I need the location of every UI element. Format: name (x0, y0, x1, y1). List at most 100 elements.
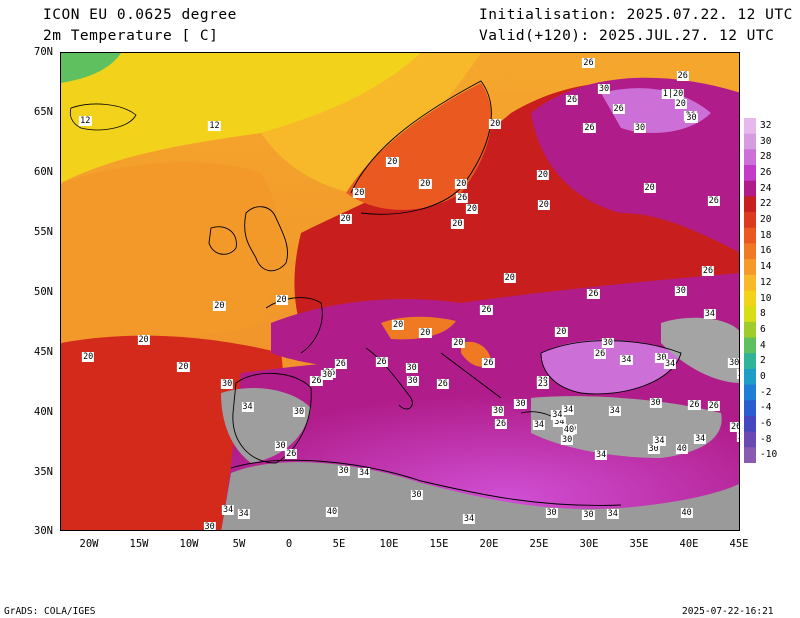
lon-label: 20W (79, 538, 99, 550)
contour-label: 20 (339, 214, 352, 225)
colorbar-swatch (744, 384, 756, 401)
contour-label: 20 (419, 178, 432, 189)
contour-label: 12 (208, 121, 221, 132)
contour-label: 26 (436, 378, 449, 389)
colorbar-label: 16 (760, 245, 772, 257)
lon-label: 15W (129, 538, 149, 550)
contour-label: 30 (203, 522, 216, 531)
contour-label: 26 (480, 305, 493, 316)
colorbar-label: -2 (760, 386, 772, 398)
contour-label: 30 (582, 510, 595, 521)
colorbar-swatch (744, 415, 756, 433)
colorbar-label: -6 (760, 417, 772, 429)
contour-label: 12 (79, 116, 92, 127)
contour-label: 30 (220, 378, 234, 389)
colorbar-label: 12 (760, 276, 772, 288)
colorbar-swatch (744, 337, 756, 354)
valid-time: Valid(+120): 2025.JUL.27. 12 UTC (479, 28, 775, 44)
contour-label: 34 (553, 416, 566, 427)
contour-label: 30 (633, 123, 647, 134)
colorbar-swatch (744, 165, 756, 182)
contour-label: 34 (620, 354, 633, 365)
contour-label: 34 (237, 509, 250, 520)
contour-label: 30 (736, 432, 739, 443)
lon-label: 35E (629, 538, 649, 550)
contour-label: 34 (357, 468, 371, 479)
contour-label: 30 (647, 444, 660, 455)
colorbar-swatch (744, 306, 756, 323)
contour-label: 20 (489, 118, 502, 129)
scandinavia-orange (346, 83, 492, 210)
colorbar-swatch (744, 259, 756, 276)
contour-label: 20 (451, 219, 464, 230)
contour-label: 20 (419, 328, 432, 339)
kola-pink (601, 88, 711, 133)
colorbar-label: 0 (760, 370, 766, 382)
contour-label: 23 (536, 378, 549, 389)
colorbar-label: 10 (760, 292, 772, 304)
colorbar-swatch (744, 212, 756, 229)
lat-label: 60N (34, 166, 53, 178)
contour-label: 26 (582, 57, 595, 68)
colorbar-swatch (744, 274, 756, 291)
colorbar-label: 2 (760, 355, 766, 367)
contour-label: 20 (452, 337, 465, 348)
contour-label: 26 (334, 359, 347, 370)
coastlines (208, 80, 682, 506)
lon-label: 30E (579, 538, 599, 550)
colorbar-swatch (744, 290, 756, 307)
contour-label: 20 (455, 178, 468, 189)
contour-label: 20 (177, 361, 190, 372)
lon-label: 5W (232, 538, 246, 550)
contour-label: 30 (685, 112, 698, 123)
lon-label: 20E (479, 538, 499, 550)
contour-label: 30 (405, 362, 418, 373)
atlantic-orange (61, 162, 280, 343)
contour-label: 30 (649, 397, 662, 408)
contour-label: 26 (707, 196, 720, 207)
contour-label: 26 (456, 192, 469, 203)
contour-label: 20 (536, 170, 549, 181)
colorbar-label: 26 (760, 167, 772, 179)
colorbar-swatch (744, 118, 756, 135)
anatolia-grey (531, 396, 722, 458)
contour-label: 30 (674, 286, 687, 297)
lon-label: 5E (332, 538, 346, 550)
contour-label: 34 (241, 402, 254, 413)
contour-label: 30 (545, 507, 558, 518)
contour-label: 20 (82, 352, 95, 363)
grads-credit: GrADS: COLA/IGES (4, 606, 96, 617)
contour-label: 30 (597, 83, 611, 94)
contour-label: 20 (386, 156, 399, 167)
contour-label: 34 (532, 420, 546, 431)
lat-label: 55N (34, 226, 53, 238)
contour-label: 26 (565, 94, 579, 105)
contour-label: 26 (375, 356, 388, 367)
lon-label: 15E (429, 538, 449, 550)
black-sea (541, 339, 681, 394)
contour-label: 34 (561, 404, 575, 415)
contour-label: 34 (736, 368, 739, 379)
contour-label: 20 (537, 200, 550, 211)
contour-label: 30 (274, 440, 287, 451)
contour-label: 26 (707, 401, 720, 412)
arctic-yellow-zone (61, 53, 421, 183)
colorbar-label: 18 (760, 229, 772, 241)
colorbar (744, 118, 756, 463)
contour-label: 40 (325, 506, 339, 517)
contour-label: 20 (643, 183, 656, 194)
colorbar-swatch (744, 353, 756, 370)
contour-label: 26 (482, 358, 495, 369)
lat-label: 40N (34, 406, 53, 418)
contour-label: 34 (663, 359, 677, 370)
contour-label: 26 (310, 376, 323, 387)
greenland-sea-green (61, 53, 121, 83)
colorbar-label: 22 (760, 198, 772, 210)
colorbar-swatch (744, 243, 756, 260)
temperature-map: 20 20 20 20 20 20 20 20 20 20 20 20 20 20 20 20 20 20 20 20… (60, 52, 740, 531)
colorbar-swatch (744, 368, 756, 386)
contour-label: 34 (703, 309, 717, 320)
contour-label: 26 (285, 449, 298, 460)
model-title: ICON EU 0.0625 degree (43, 7, 237, 23)
contour-label: 30 (406, 376, 419, 387)
